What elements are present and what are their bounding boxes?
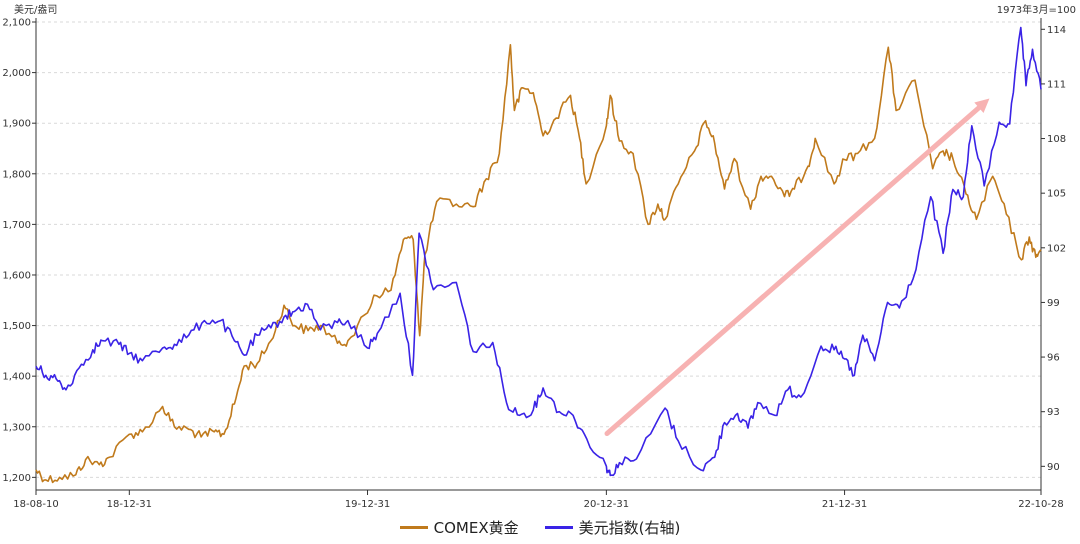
series-lines bbox=[35, 26, 1042, 484]
axis-labels: 1,200 1,300 1,400 1,500 1,600 1,700 1,800 1,900… bbox=[2, 3, 1076, 510]
y-right-tick-label: 105 bbox=[1047, 189, 1066, 200]
y-right-tick-label: 96 bbox=[1047, 353, 1060, 364]
y-left-tick-label: 2,100 bbox=[2, 18, 31, 29]
legend: COMEX黄金 美元指数(右轴) bbox=[0, 515, 1080, 539]
grid-lines bbox=[36, 21, 1041, 478]
y-right-tick-label: 102 bbox=[1047, 243, 1066, 254]
y-left-tick-label: 1,700 bbox=[2, 220, 31, 231]
legend-item-usd: 美元指数(右轴) bbox=[544, 517, 681, 538]
axes bbox=[32, 18, 1045, 495]
series-line-gold bbox=[35, 44, 1042, 484]
legend-swatch-gold bbox=[399, 525, 428, 529]
series-line-usd-index bbox=[35, 26, 1042, 477]
y-left-tick-label: 1,900 bbox=[2, 119, 31, 130]
y-right-unit-label: 1973年3月=100 bbox=[997, 3, 1076, 16]
x-tick-label: 22-10-28 bbox=[1018, 499, 1063, 510]
y-left-tick-label: 1,400 bbox=[2, 372, 31, 383]
y-right-tick-label: 93 bbox=[1047, 407, 1060, 418]
x-tick-label: 19-12-31 bbox=[345, 499, 390, 510]
y-left-unit-label: 美元/盎司 bbox=[14, 3, 57, 16]
y-left-tick-label: 1,500 bbox=[2, 321, 31, 332]
x-tick-label: 21-12-31 bbox=[822, 499, 867, 510]
legend-label-gold: COMEX黄金 bbox=[433, 518, 519, 537]
x-tick-label: 20-12-31 bbox=[584, 499, 629, 510]
legend-label-usd: 美元指数(右轴) bbox=[578, 518, 681, 537]
y-right-tick-label: 99 bbox=[1047, 298, 1060, 309]
annotation-layer bbox=[604, 98, 990, 437]
y-left-tick-label: 1,800 bbox=[2, 169, 31, 180]
trend-arrow-head bbox=[974, 98, 990, 113]
y-left-tick-label: 1,200 bbox=[2, 473, 31, 484]
trend-arrow-shaft bbox=[604, 105, 982, 437]
y-left-tick-label: 1,300 bbox=[2, 422, 31, 433]
y-left-tick-label: 2,000 bbox=[2, 68, 31, 79]
legend-swatch-usd bbox=[544, 525, 573, 529]
y-right-tick-label: 111 bbox=[1047, 79, 1066, 90]
y-right-tick-label: 90 bbox=[1047, 462, 1060, 473]
legend-item-gold: COMEX黄金 bbox=[399, 517, 519, 538]
x-tick-label: 18-12-31 bbox=[107, 499, 152, 510]
y-right-tick-label: 108 bbox=[1047, 134, 1066, 145]
y-right-tick-label: 114 bbox=[1047, 25, 1066, 36]
x-tick-label: 18-08-10 bbox=[13, 499, 58, 510]
y-left-tick-label: 1,600 bbox=[2, 270, 31, 281]
